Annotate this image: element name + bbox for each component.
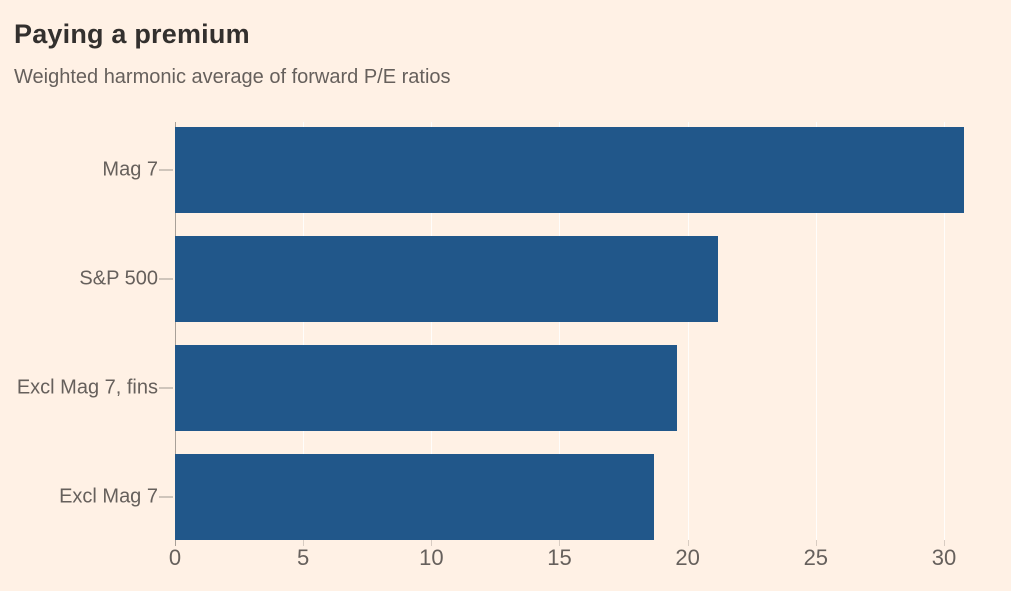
- chart-subtitle: Weighted harmonic average of forward P/E…: [14, 66, 451, 88]
- x-axis-tick-mark: [431, 540, 433, 546]
- x-axis-tick-label: 30: [931, 545, 957, 570]
- x-axis-tick-mark: [687, 540, 689, 546]
- x-gridline: [815, 122, 817, 540]
- category-tick-dash: [159, 278, 173, 280]
- x-gridline: [687, 122, 689, 540]
- category-label: Excl Mag 7, fins: [16, 376, 158, 399]
- x-gridline: [559, 122, 561, 540]
- category-tick-dash: [159, 169, 173, 171]
- x-gridline: [431, 122, 433, 540]
- category-label: Excl Mag 7: [59, 485, 158, 508]
- plot-area: [175, 122, 985, 546]
- bar-excl-mag-7: [175, 454, 655, 540]
- x-axis-tick-label: 10: [419, 545, 444, 570]
- x-axis-tick-label: 15: [547, 545, 572, 570]
- x-axis-tick-label: 25: [803, 545, 829, 570]
- category-tick-dash: [159, 387, 173, 389]
- x-axis-tick-mark: [815, 540, 817, 546]
- x-gridline: [943, 122, 945, 540]
- bar-excl-mag-7-fins: [175, 345, 678, 431]
- x-axis-tick-label: 20: [675, 545, 700, 570]
- x-axis-tick-label: 0: [168, 545, 182, 570]
- bar-s-p-500: [175, 236, 719, 322]
- x-axis-tick-mark: [559, 540, 561, 546]
- category-label: Mag 7: [102, 158, 158, 181]
- category-label: S&P 500: [79, 267, 158, 290]
- chart-title: Paying a premium: [14, 19, 250, 50]
- x-gridline: [303, 122, 305, 540]
- x-axis-tick-label: 5: [297, 545, 310, 570]
- bar-mag-7: [175, 127, 965, 213]
- x-axis-tick-mark: [943, 540, 945, 546]
- x-axis-tick-mark: [303, 540, 305, 546]
- y-axis-zero-line: [175, 122, 176, 546]
- category-tick-dash: [159, 496, 173, 498]
